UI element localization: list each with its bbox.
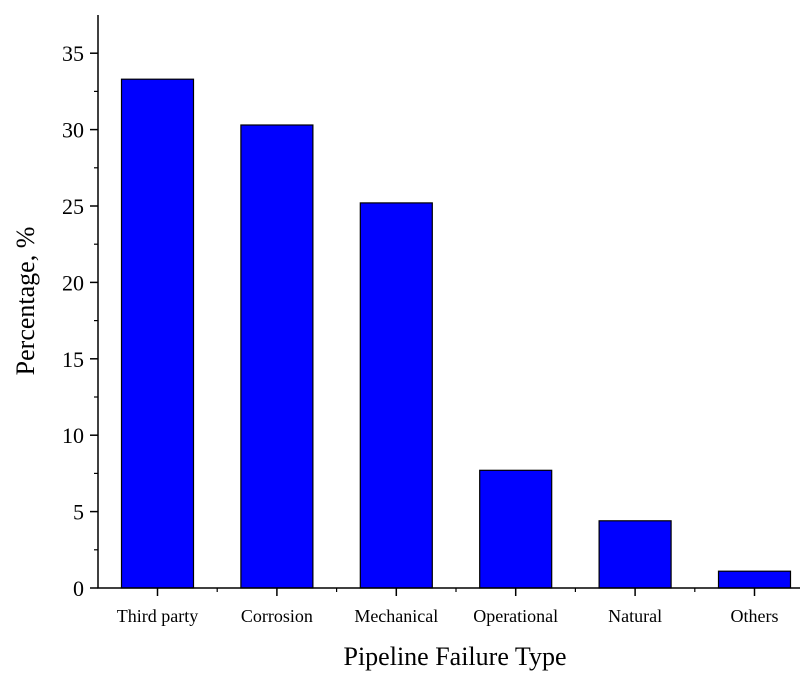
- bar-mechanical: [359, 202, 433, 589]
- y-tick-label: 15: [62, 347, 84, 372]
- y-axis-ticks: 0 5 10 15 20 25 30 35: [62, 41, 98, 601]
- y-tick-label: 30: [62, 118, 84, 143]
- x-axis-ticks: Third party Corrosion Mechanical Operationa…: [117, 588, 779, 626]
- bar-corrosion: [240, 124, 314, 589]
- y-tick-label: 25: [62, 194, 84, 219]
- x-tick-label: Mechanical: [354, 606, 438, 626]
- bars: [120, 78, 792, 589]
- bar-natural: [598, 520, 672, 589]
- y-axis-title: Percentage, %: [11, 227, 40, 376]
- x-tick-label: Corrosion: [241, 606, 313, 626]
- x-tick-label: Third party: [117, 606, 198, 626]
- x-tick-label: Operational: [473, 606, 558, 626]
- y-tick-label: 20: [62, 270, 84, 295]
- y-tick-label: 0: [73, 576, 84, 601]
- y-tick-label: 35: [62, 41, 84, 66]
- y-tick-label: 10: [62, 423, 84, 448]
- axes: [97, 15, 800, 589]
- x-tick-label: Others: [731, 606, 779, 626]
- y-tick-label: 5: [73, 500, 84, 525]
- x-axis-title: Pipeline Failure Type: [344, 642, 567, 671]
- x-tick-label: Natural: [608, 606, 662, 626]
- bar-others: [717, 570, 792, 589]
- bar-operational: [479, 469, 553, 589]
- bar-third-party: [120, 78, 195, 589]
